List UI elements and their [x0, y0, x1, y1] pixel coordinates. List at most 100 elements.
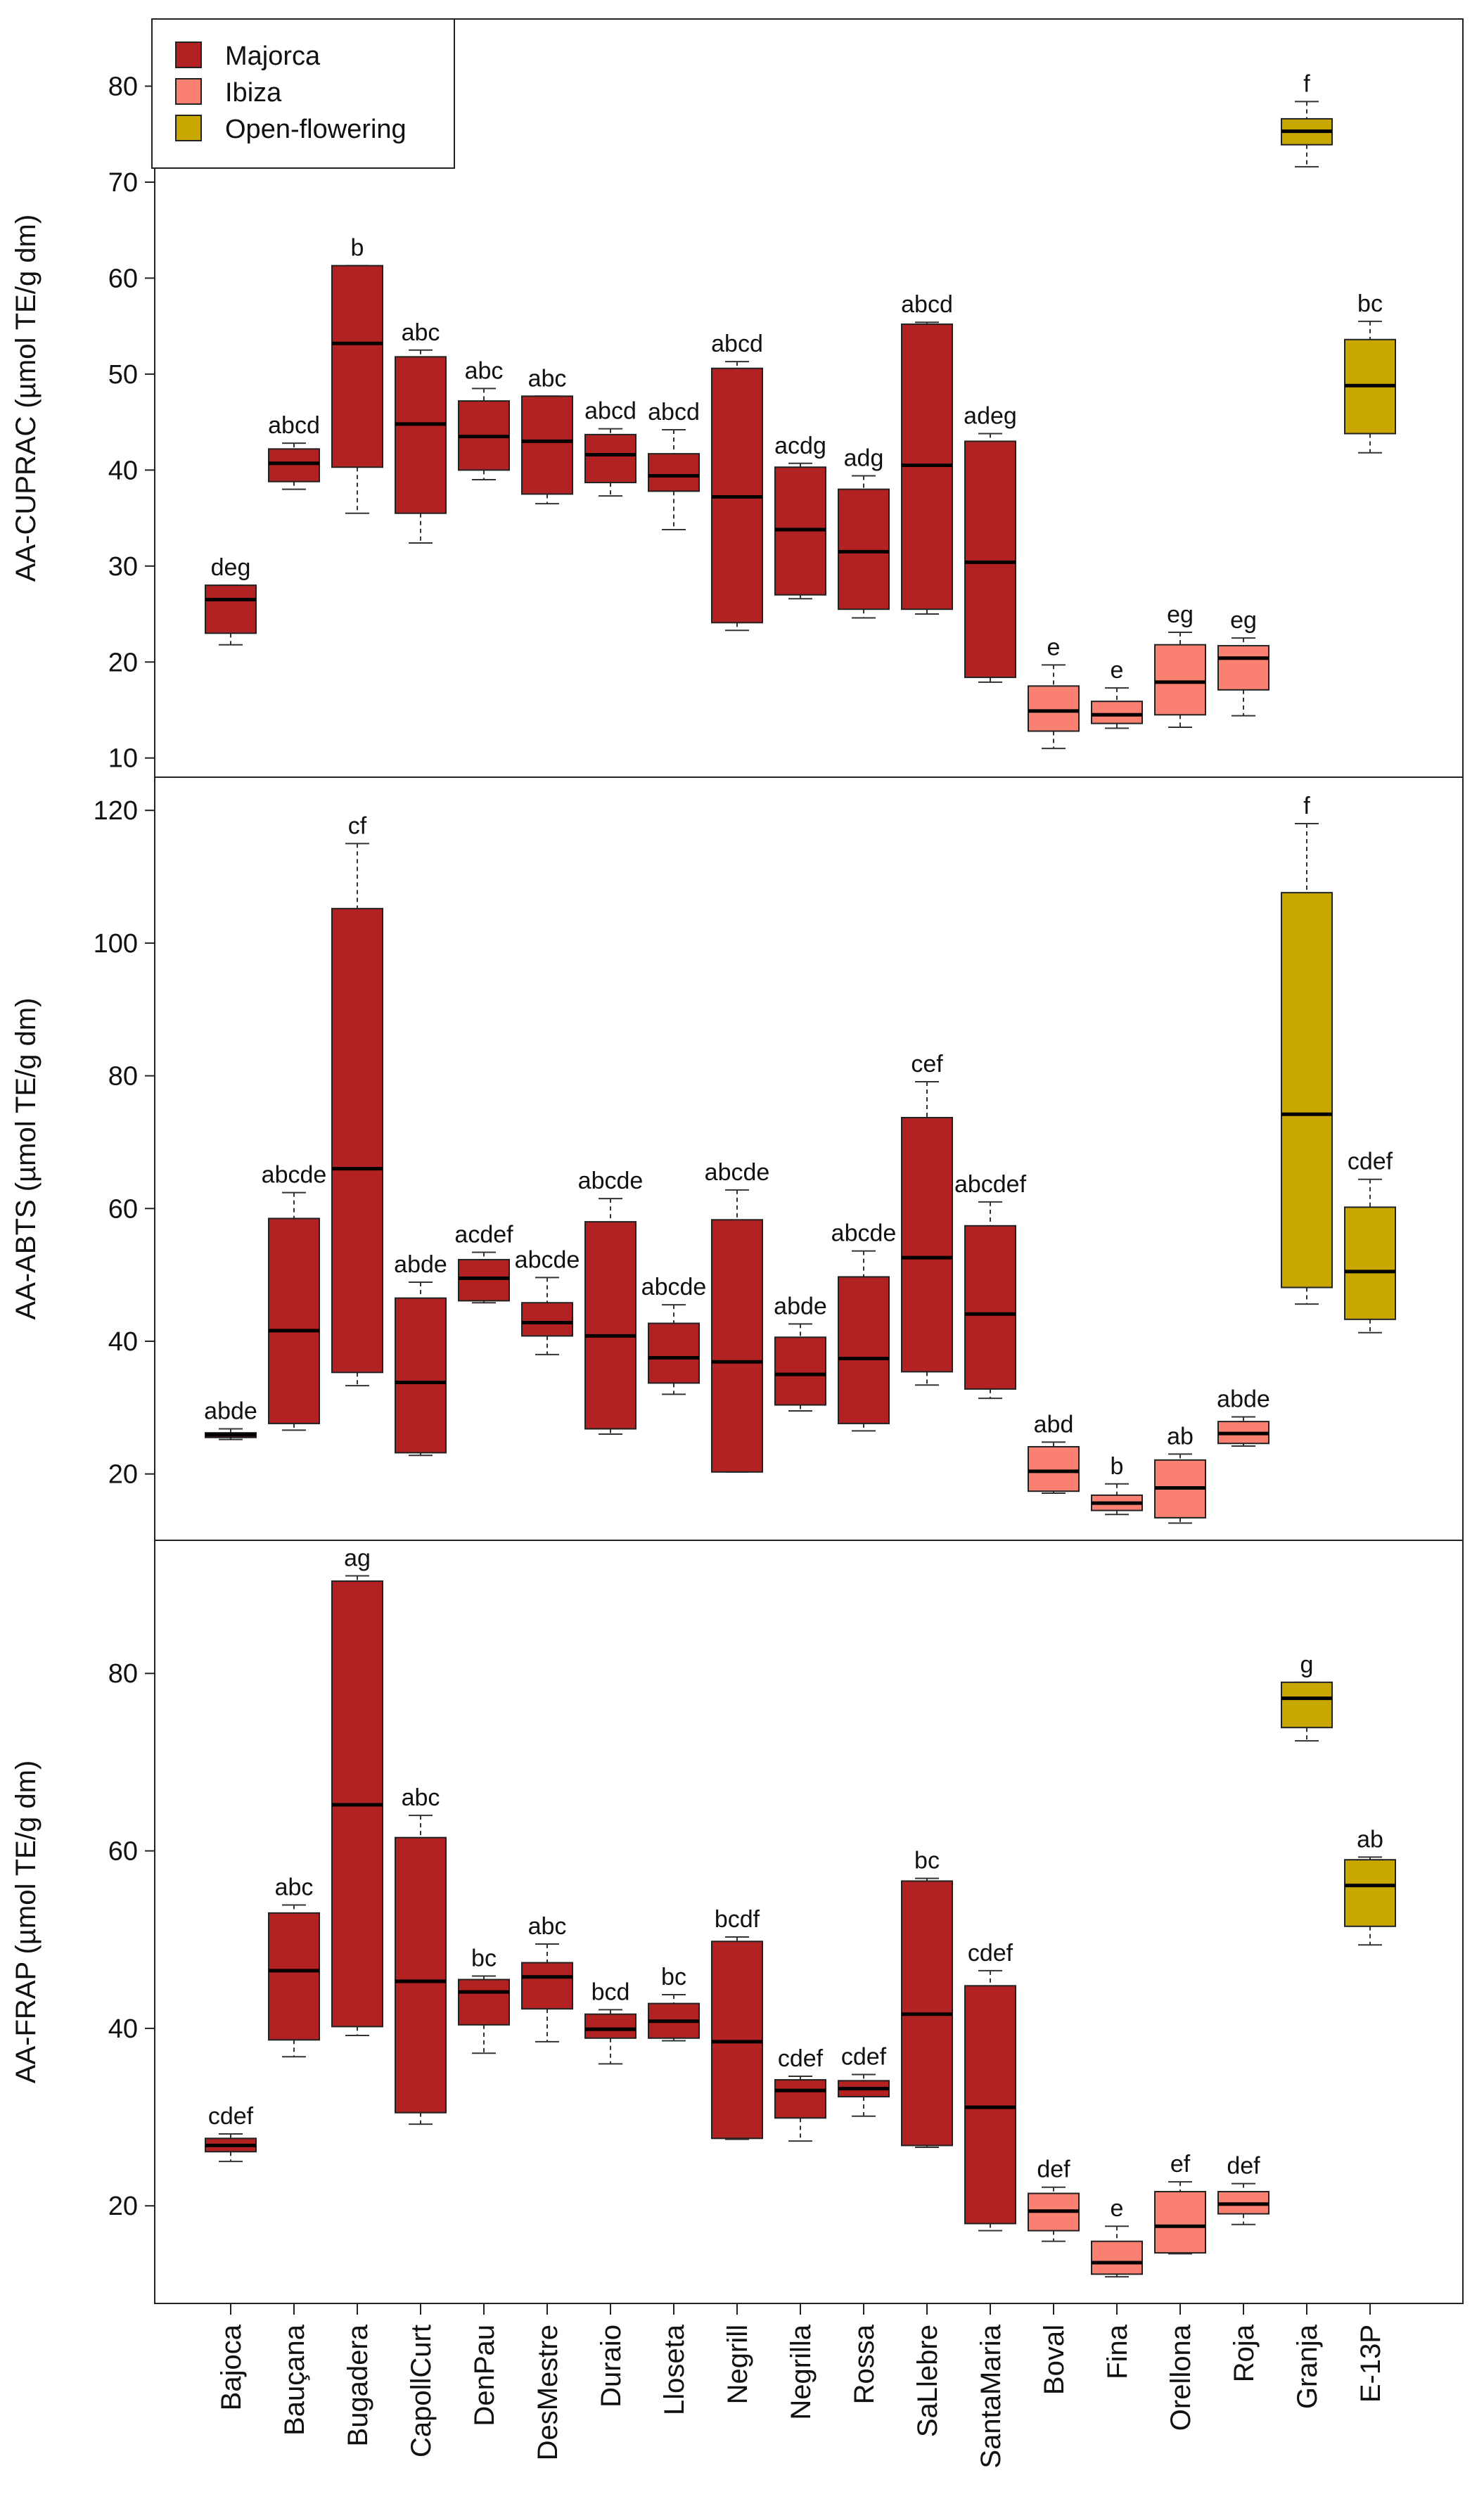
box-desmestre: abc — [521, 1913, 573, 2042]
box-iqr — [458, 1978, 510, 2026]
significance-label: eg — [1230, 607, 1257, 634]
significance-label: abc — [528, 1913, 567, 1940]
significance-label: abcde — [831, 1220, 897, 1247]
significance-label: cf — [348, 812, 367, 839]
box-iqr — [1154, 2191, 1206, 2254]
legend-label-ibiza: Ibiza — [225, 78, 282, 108]
box-sallebre: cef — [901, 1051, 953, 1386]
y-tick-label: 10 — [108, 744, 138, 774]
legend-label-open-flowering: Open-flowering — [225, 115, 407, 144]
significance-label: def — [1037, 2156, 1070, 2183]
y-tick-label: 20 — [108, 1460, 138, 1490]
chart-panels: 10 20 30 40 50 60 70 80 AA-CUPRAC (µmol TE/g dm)… — [11, 18, 1464, 2304]
box-boval: abd — [1028, 1411, 1080, 1495]
box-lloseta: abcde — [641, 1274, 706, 1395]
significance-label: abcd — [901, 291, 953, 318]
panel-3: 20 40 60 80 AA-FRAP (µmol TE/g dm) cdef abc ag a… — [11, 1540, 1464, 2304]
box-sallebre: bc — [901, 1848, 953, 2148]
box-negrill: bcdf — [711, 1906, 763, 2140]
y-tick-label: 40 — [108, 456, 138, 485]
x-tick-label: Lloseta — [659, 2324, 690, 2415]
box-lloseta: abcd — [648, 399, 700, 530]
box-capollcurt: abc — [395, 1784, 447, 2125]
box-duraio: abcde — [578, 1168, 644, 1436]
box-orellona: eg — [1154, 601, 1206, 729]
significance-label: abc — [465, 357, 504, 384]
significance-label: bc — [471, 1945, 497, 1971]
box-iqr — [268, 1912, 320, 2041]
legend-label-majorca: Majorca — [225, 41, 321, 71]
box-granja: f — [1281, 793, 1333, 1305]
box-denpau: acdef — [454, 1222, 513, 1304]
y-axis-label: AA-ABTS (µmol TE/g dm) — [11, 998, 41, 1320]
box-iqr — [521, 395, 573, 495]
y-tick-label: 60 — [108, 1194, 138, 1224]
box-iqr — [268, 448, 320, 482]
box-iqr — [331, 264, 383, 468]
legend: Majorca Ibiza Open-flowering — [151, 18, 455, 169]
significance-label: abcde — [705, 1159, 770, 1186]
significance-label: abcde — [578, 1168, 644, 1194]
x-tick-label: SantaMaria — [976, 2324, 1006, 2468]
legend-swatch-open-flowering — [175, 115, 202, 141]
box-negrill: abcd — [711, 331, 763, 632]
box-baucana: abcde — [262, 1162, 326, 1431]
y-tick-label: 80 — [108, 1659, 138, 1689]
box-capollcurt: abc — [395, 319, 447, 544]
legend-swatch-majorca — [175, 41, 202, 68]
significance-label: abde — [1217, 1386, 1270, 1413]
significance-label: ab — [1167, 1423, 1194, 1450]
legend-item-majorca: Majorca — [175, 41, 321, 71]
significance-label: abde — [394, 1251, 447, 1278]
box-orellona: ab — [1154, 1423, 1206, 1524]
y-tick-label: 20 — [108, 648, 138, 677]
box-iqr — [1091, 701, 1143, 724]
significance-label: ab — [1357, 1826, 1383, 1853]
x-tick-label: Bajoca — [216, 2324, 247, 2410]
box-bugadera: cf — [331, 812, 383, 1387]
significance-label: cdef — [1348, 1149, 1393, 1175]
box-granja: g — [1281, 1651, 1333, 1742]
x-tick-label: SaLlebre — [912, 2325, 943, 2437]
significance-label: abcd — [584, 398, 637, 425]
significance-label: abc — [528, 365, 567, 392]
box-negrilla: abde — [774, 1293, 827, 1412]
box-desmestre: abc — [521, 365, 573, 505]
box-iqr — [1028, 685, 1080, 732]
box-e-13p: ab — [1344, 1826, 1396, 1946]
box-capollcurt: abde — [394, 1251, 447, 1457]
significance-label: abcdef — [954, 1171, 1027, 1198]
significance-label: ef — [1170, 2151, 1191, 2178]
box-fina: e — [1091, 2195, 1143, 2278]
box-bugadera: b — [331, 235, 383, 514]
significance-label: abd — [1034, 1411, 1074, 1438]
box-santamaria: cdef — [964, 1940, 1016, 2232]
box-iqr — [711, 1941, 763, 2140]
box-granja: f — [1281, 70, 1333, 168]
box-iqr — [1028, 1445, 1080, 1492]
x-tick-label: Orellona — [1165, 2324, 1196, 2431]
box-bajoca: cdef — [205, 2103, 257, 2163]
significance-label: adeg — [964, 402, 1017, 429]
significance-label: abc — [402, 319, 440, 346]
significance-label: bcdf — [715, 1906, 760, 1933]
x-tick-label: CapollCurt — [406, 2325, 437, 2457]
y-tick-label: 30 — [108, 552, 138, 582]
significance-label: abc — [402, 1784, 440, 1811]
significance-label: e — [1111, 657, 1124, 684]
significance-label: bc — [1357, 290, 1383, 317]
x-tick-label: Fina — [1102, 2324, 1133, 2379]
box-iqr — [205, 584, 257, 634]
x-tick-label: Granja — [1292, 2324, 1323, 2409]
box-roja: eg — [1217, 607, 1269, 717]
significance-label: e — [1111, 2195, 1124, 2222]
y-axis-label: AA-CUPRAC (µmol TE/g dm) — [11, 215, 41, 582]
significance-label: acdef — [454, 1222, 513, 1248]
box-iqr — [1091, 2240, 1143, 2275]
y-tick-label: 60 — [108, 1837, 138, 1867]
significance-label: abcd — [711, 331, 763, 357]
box-bajoca: abde — [204, 1398, 257, 1440]
y-tick-label: 50 — [108, 360, 138, 390]
box-lloseta: bc — [648, 1964, 700, 2042]
